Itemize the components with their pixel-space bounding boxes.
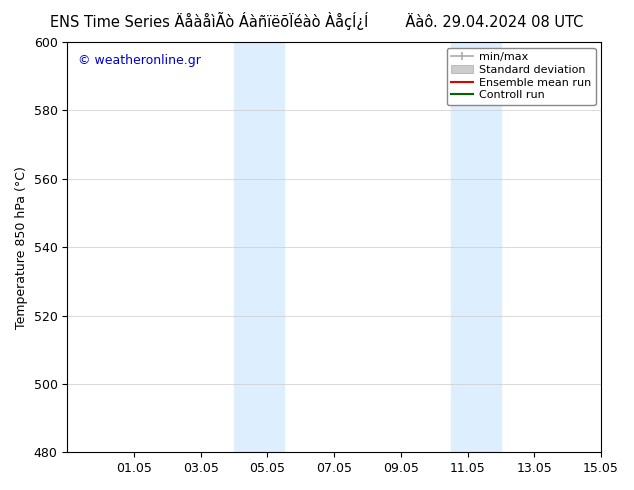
Y-axis label: Temperature 850 hPa (°C): Temperature 850 hPa (°C) — [15, 166, 28, 329]
Bar — [451, 42, 501, 452]
Text: ENS Time Series ÄåàåìÃò ÁàñïëõÏéàò ÀåçÍ¿Í        Äàô. 29.04.2024 08 UTC: ENS Time Series ÄåàåìÃò ÁàñïëõÏéàò ÀåçÍ¿… — [50, 12, 584, 30]
Bar — [234, 42, 284, 452]
Text: © weatheronline.gr: © weatheronline.gr — [78, 54, 201, 67]
Legend: min/max, Standard deviation, Ensemble mean run, Controll run: min/max, Standard deviation, Ensemble me… — [446, 48, 595, 105]
